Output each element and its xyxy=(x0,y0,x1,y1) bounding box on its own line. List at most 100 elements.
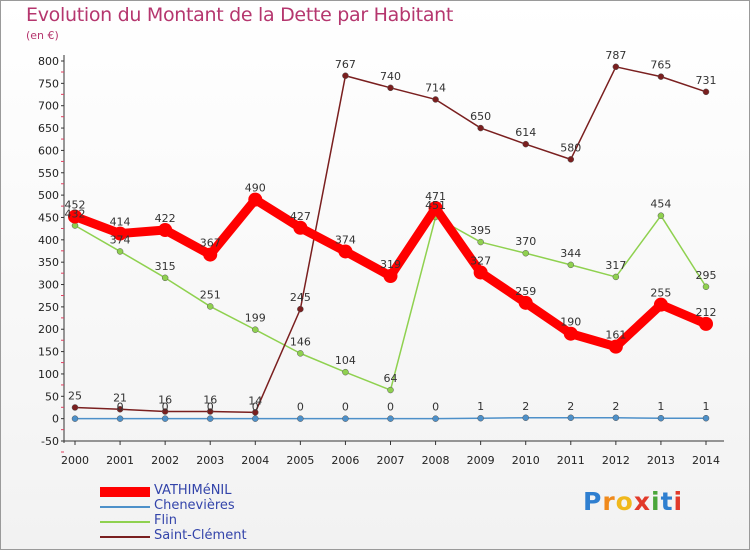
data-label: 2 xyxy=(612,400,619,413)
data-label: 580 xyxy=(560,141,581,154)
data-label: 787 xyxy=(605,49,626,62)
series-line-3 xyxy=(74,66,707,414)
data-label: 432 xyxy=(65,208,86,221)
data-label: 16 xyxy=(158,393,172,406)
data-label: 370 xyxy=(515,235,536,248)
data-label: 414 xyxy=(110,216,131,229)
data-point xyxy=(432,96,439,103)
y-tick-label: 350 xyxy=(38,256,59,269)
data-point xyxy=(387,415,394,422)
data-label: 0 xyxy=(387,401,394,414)
data-point xyxy=(477,414,484,422)
data-label: 14 xyxy=(248,394,262,407)
data-label: 714 xyxy=(425,81,446,94)
data-point xyxy=(567,261,575,269)
data-point xyxy=(702,283,710,291)
chart-title: Evolution du Montant de la Dette par Hab… xyxy=(26,4,454,26)
legend-label: VATHIMéNIL xyxy=(154,483,232,498)
data-label: 471 xyxy=(425,190,446,203)
data-point xyxy=(252,326,259,333)
data-point xyxy=(657,212,665,219)
logo-letter: x xyxy=(633,487,651,516)
x-tick-label: 2010 xyxy=(512,454,540,467)
data-label: 245 xyxy=(290,291,311,304)
data-point xyxy=(383,269,398,284)
data-point xyxy=(473,265,488,280)
y-tick-label: 700 xyxy=(38,100,59,113)
data-label: 0 xyxy=(432,401,439,414)
data-point xyxy=(387,386,394,394)
data-label: 0 xyxy=(162,401,169,414)
data-label: 251 xyxy=(200,288,221,301)
data-label: 295 xyxy=(696,269,717,282)
data-point xyxy=(252,415,259,422)
data-label: 1 xyxy=(703,400,710,413)
data-point xyxy=(206,415,214,422)
data-label: 454 xyxy=(650,198,671,211)
data-label: 259 xyxy=(515,285,536,298)
data-label: 190 xyxy=(560,316,581,329)
data-label: 650 xyxy=(470,110,491,123)
data-label: 367 xyxy=(200,237,221,250)
legend-swatch xyxy=(100,536,150,538)
legend-label: Saint-Clément xyxy=(154,528,247,543)
data-point xyxy=(567,414,575,422)
legend-label: Flin xyxy=(154,513,177,528)
x-tick-label: 2006 xyxy=(331,454,359,467)
logo-letter: i xyxy=(651,487,661,516)
x-tick-label: 2012 xyxy=(602,454,630,467)
x-tick-label: 2003 xyxy=(196,454,224,467)
y-tick-label: 250 xyxy=(38,301,59,314)
y-tick-label: 500 xyxy=(38,189,59,202)
y-tick-label: 450 xyxy=(38,211,59,224)
legend-swatch xyxy=(100,487,150,497)
data-label: 212 xyxy=(696,306,717,319)
data-point xyxy=(522,140,529,148)
data-point xyxy=(653,297,668,312)
x-tick-label: 2013 xyxy=(647,454,675,467)
data-point xyxy=(342,72,349,80)
data-point xyxy=(297,305,304,313)
data-point xyxy=(522,414,529,422)
x-tick-label: 2009 xyxy=(467,454,495,467)
data-label: 104 xyxy=(335,354,356,367)
data-label: 427 xyxy=(290,210,311,223)
x-tick-label: 2011 xyxy=(557,454,585,467)
y-tick-label: 100 xyxy=(38,368,59,381)
y-tick-label: 550 xyxy=(38,167,59,180)
proxiti-logo: Proxiti xyxy=(583,487,683,516)
logo-letter: r xyxy=(602,487,616,516)
data-label: 0 xyxy=(252,401,259,414)
data-point xyxy=(612,63,620,71)
x-tick-label: 2007 xyxy=(377,454,405,467)
logo-letter: t xyxy=(660,487,674,516)
data-point xyxy=(293,220,308,235)
data-point xyxy=(248,192,263,207)
legend-label: Chenevières xyxy=(154,498,235,513)
data-point xyxy=(297,415,304,422)
data-point xyxy=(612,414,620,422)
data-point xyxy=(477,124,484,132)
data-label: 731 xyxy=(696,74,717,87)
data-label: 2 xyxy=(567,400,574,413)
data-point xyxy=(608,339,623,354)
data-point xyxy=(206,303,214,310)
data-point xyxy=(477,238,484,246)
data-label: 317 xyxy=(605,259,626,272)
data-point xyxy=(518,295,533,310)
data-label: 614 xyxy=(515,126,536,139)
data-point xyxy=(702,88,710,96)
data-point xyxy=(657,414,665,422)
data-point xyxy=(203,247,218,262)
data-point xyxy=(116,248,124,255)
y-tick-label: -50 xyxy=(41,435,59,448)
legend-swatch xyxy=(100,506,150,508)
data-label: 374 xyxy=(335,233,356,246)
data-label: 16 xyxy=(203,393,217,406)
y-tick-label: 800 xyxy=(38,55,59,68)
logo-letter: i xyxy=(673,487,684,516)
data-point xyxy=(338,244,353,259)
chart-subtitle: (en €) xyxy=(26,29,59,42)
data-label: 452 xyxy=(65,199,86,212)
